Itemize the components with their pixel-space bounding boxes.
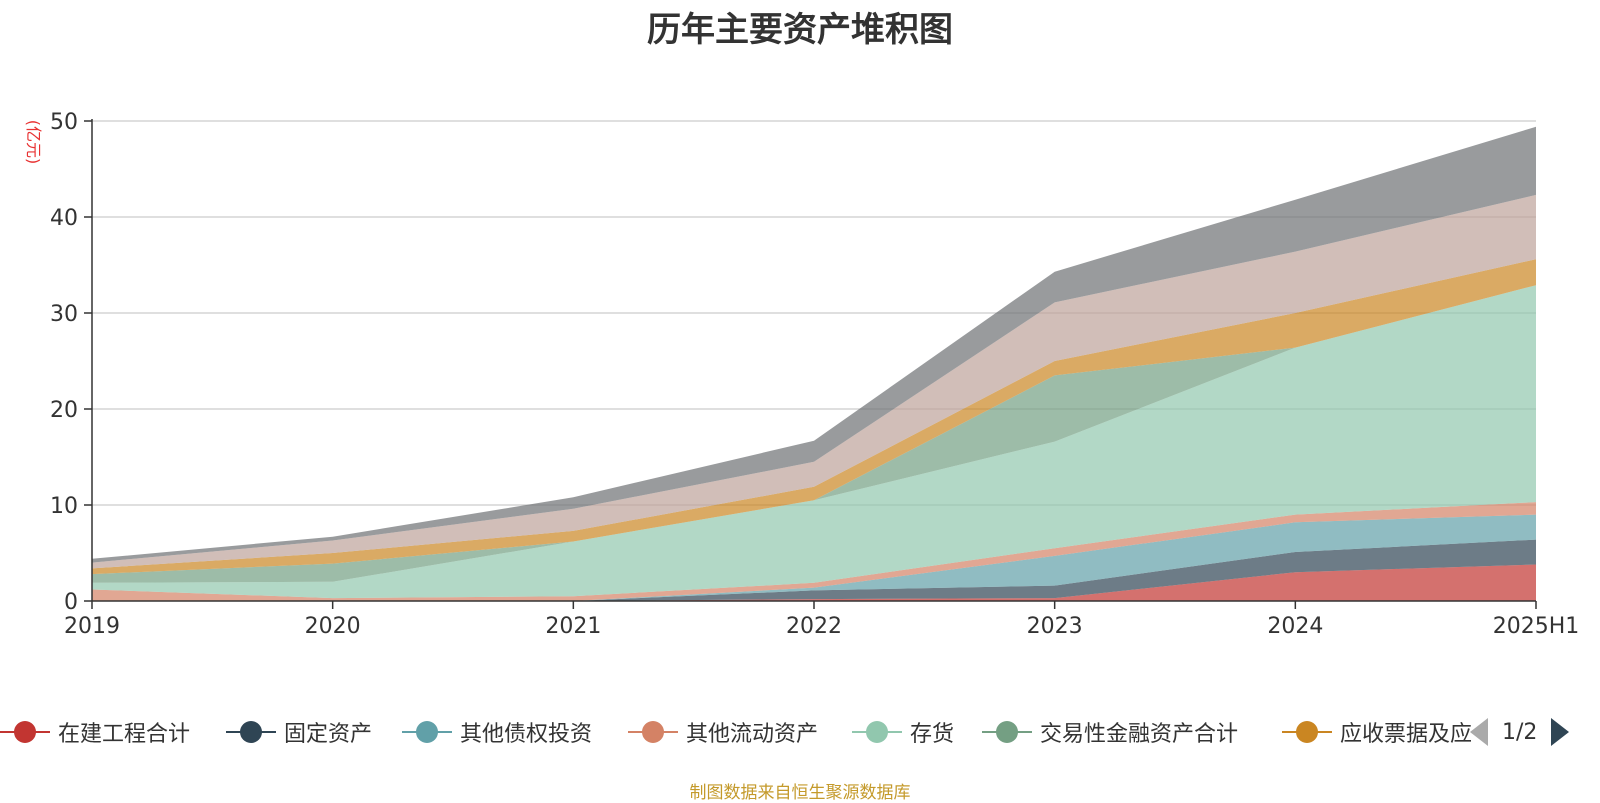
x-tick-label: 2025H1 xyxy=(1493,614,1580,639)
y-tick-label: 50 xyxy=(50,110,78,135)
data-source-note: 制图数据来自恒生聚源数据库 xyxy=(689,783,911,803)
legend-pager: 1/2 xyxy=(1470,712,1570,752)
legend-label: 其他流动资产 xyxy=(686,722,819,747)
y-axis-label: (亿元) xyxy=(24,120,43,165)
x-tick-label: 2023 xyxy=(1027,614,1083,639)
area-series[interactable] xyxy=(92,564,1536,602)
y-tick-label: 20 xyxy=(50,398,78,423)
legend-next-page-icon[interactable] xyxy=(1551,718,1570,746)
x-tick-label: 2024 xyxy=(1267,614,1323,639)
legend-marker-icon xyxy=(402,717,452,747)
legend-item[interactable]: 固定资产 xyxy=(226,712,372,752)
legend-label: 固定资产 xyxy=(284,722,373,747)
x-tick-label: 2021 xyxy=(545,614,601,639)
legend-prev-page-icon[interactable] xyxy=(1470,718,1488,746)
legend-label: 应收票据及应 xyxy=(1340,722,1473,747)
area-series-group xyxy=(92,126,1536,602)
chart-plot: 0 10 20 30 40 50 2019 2020 2021 2022 2023 2024 2025H… xyxy=(24,110,1579,639)
legend-label: 其他债权投资 xyxy=(460,722,593,747)
legend-marker-icon xyxy=(0,717,50,747)
x-tick-label: 2019 xyxy=(64,614,120,639)
y-tick-label: 40 xyxy=(50,206,78,231)
area-series[interactable] xyxy=(92,126,1536,563)
legend: 在建工程合计 固定资产 其他债权投资 其他流动资产 存货 交易性金融资产合计 应收票据及应 xyxy=(0,712,1600,752)
area-series[interactable] xyxy=(92,259,1536,575)
axes: 0 10 20 30 40 50 2019 2020 2021 2022 2023 2024 2025H… xyxy=(50,110,1579,639)
chart-title: 历年主要资产堆积图 xyxy=(647,10,953,50)
y-tick-label: 10 xyxy=(50,494,78,519)
x-tick-label: 2020 xyxy=(305,614,361,639)
area-series[interactable] xyxy=(92,502,1536,601)
legend-marker-icon xyxy=(226,717,276,747)
y-tick-label: 0 xyxy=(64,590,78,615)
legend-item[interactable]: 应收票据及应 xyxy=(1282,712,1472,752)
legend-marker-icon xyxy=(628,717,678,747)
y-tick-label: 30 xyxy=(50,302,78,327)
legend-label: 存货 xyxy=(910,722,955,747)
area-series[interactable] xyxy=(92,539,1536,601)
area-series[interactable] xyxy=(92,514,1536,601)
legend-marker-icon xyxy=(1282,717,1332,747)
x-tick-label: 2022 xyxy=(786,614,842,639)
area-series[interactable] xyxy=(92,194,1536,569)
area-series[interactable] xyxy=(92,285,1536,599)
legend-page-indicator: 1/2 xyxy=(1502,719,1538,745)
legend-item[interactable]: 在建工程合计 xyxy=(0,712,190,752)
legend-marker-icon xyxy=(852,717,902,747)
legend-label: 在建工程合计 xyxy=(58,722,191,747)
legend-item[interactable]: 存货 xyxy=(852,712,954,752)
legend-label: 交易性金融资产合计 xyxy=(1040,722,1239,747)
legend-marker-icon xyxy=(982,717,1032,747)
legend-item[interactable]: 其他流动资产 xyxy=(628,712,818,752)
legend-item[interactable]: 交易性金融资产合计 xyxy=(982,712,1238,752)
legend-item[interactable]: 其他债权投资 xyxy=(402,712,592,752)
